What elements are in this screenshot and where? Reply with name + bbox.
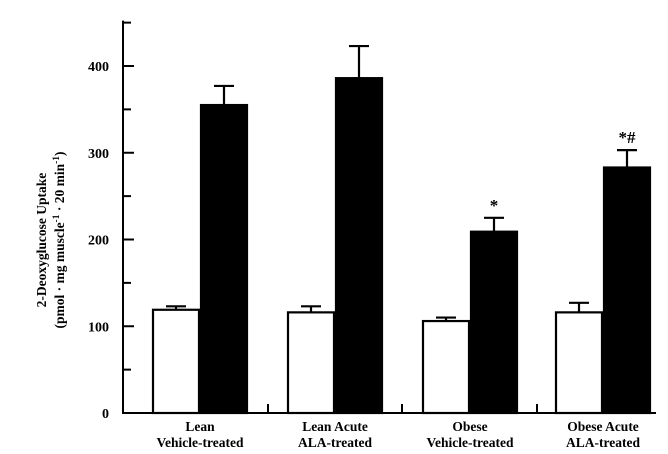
y-tick-label: 400: [88, 60, 109, 75]
significance-marker: *#: [619, 128, 637, 147]
y-tick-label: 0: [102, 407, 109, 422]
y-tick-label: 200: [88, 234, 109, 249]
bar-filled: [602, 166, 652, 415]
y-axis-label-line2: (pmol · mg muscle-1 · 20 min-1): [52, 151, 67, 328]
category-label-line2: ALA-treated: [298, 435, 372, 450]
category-label-line2: Vehicle-treated: [157, 435, 244, 450]
bar-open: [421, 319, 471, 415]
unit-superscript: -1: [52, 214, 62, 222]
bar-open: [151, 308, 201, 415]
y-axis-label-group: 2-Deoxyglucose Uptake (pmol · mg muscle-1…: [34, 151, 67, 328]
category-label-line1: Lean Acute: [302, 419, 368, 434]
category-label-line1: Obese: [452, 419, 487, 434]
y-axis-label-line1: 2-Deoxyglucose Uptake: [34, 173, 49, 308]
y-tick-label: 300: [88, 147, 109, 162]
bar-filled: [469, 230, 519, 415]
bar-filled: [334, 77, 384, 415]
bar-open: [286, 311, 336, 415]
bar-filled: [199, 103, 249, 415]
unit-superscript: -1: [52, 156, 62, 164]
y-tick-label: 100: [88, 320, 109, 335]
unit-text: ): [52, 151, 67, 156]
bar-open: [554, 311, 604, 415]
category-label-line1: Obese Acute: [567, 419, 639, 434]
category-label-line2: ALA-treated: [566, 435, 640, 450]
unit-text: · 20 min: [52, 163, 67, 214]
bars: * *#: [151, 44, 652, 415]
category-label-line1: Lean: [185, 419, 215, 434]
significance-marker: *: [490, 196, 499, 215]
category-label-line2: Vehicle-treated: [427, 435, 514, 450]
unit-text: (pmol · mg muscle: [52, 222, 67, 328]
